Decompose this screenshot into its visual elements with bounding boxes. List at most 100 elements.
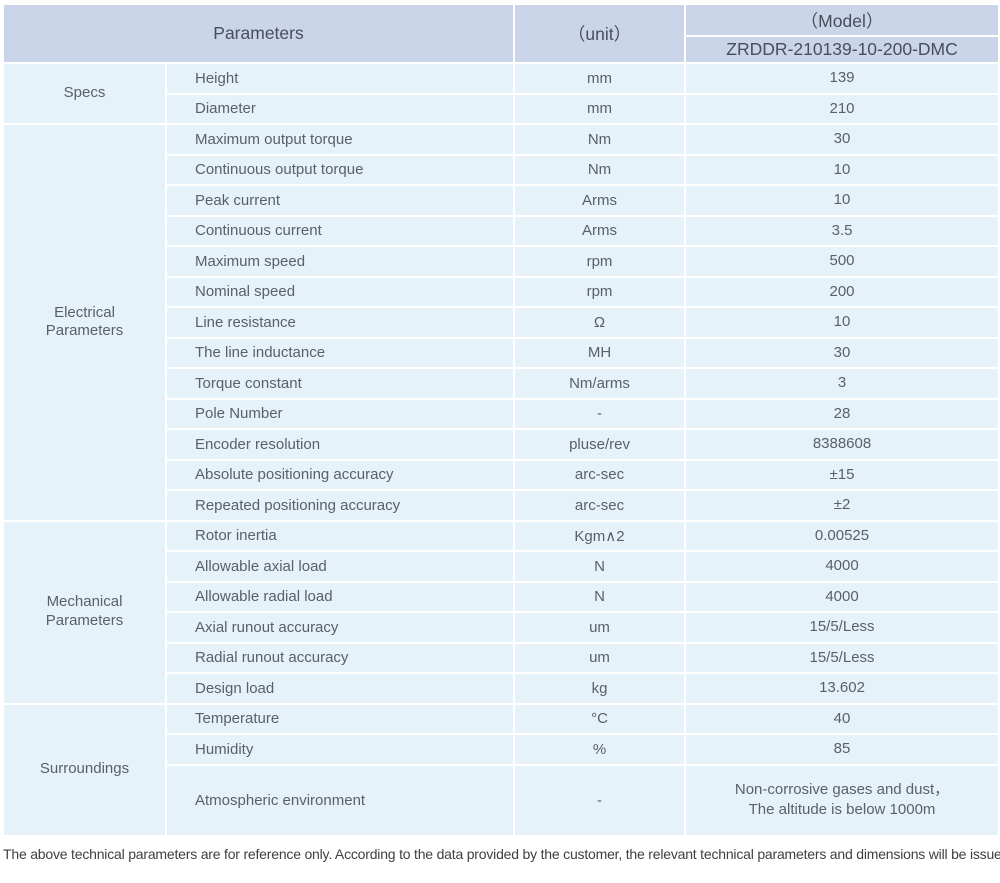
parameter-name: Continuous output torque: [164, 153, 516, 186]
unit-value: Nm: [513, 153, 687, 186]
table-row: Absolute positioning accuracy arc-sec ±1…: [3, 458, 1000, 491]
model-value: ±15: [684, 458, 1000, 491]
model-value: Non-corrosive gases and dust， The altitu…: [684, 763, 1000, 837]
unit-value: Arms: [513, 184, 687, 217]
parameter-name: Maximum speed: [164, 245, 516, 278]
parameter-name: Humidity: [164, 733, 516, 766]
table-row: Line resistance Ω 10: [3, 306, 1000, 339]
unit-value: °C: [513, 702, 687, 735]
model-value: 4000: [684, 550, 1000, 583]
unit-value: MH: [513, 336, 687, 369]
table-row: Axial runout accuracy um 15/5/Less: [3, 611, 1000, 644]
table-body: Specs Height mm 139 Diameter mm 210 Elect…: [2, 62, 1000, 837]
table-row: Atmospheric environment - Non-corrosive …: [3, 763, 1000, 837]
table-row: Design load kg 13.602: [3, 672, 1000, 705]
unit-value: Nm/arms: [513, 367, 687, 400]
table-row: Mechanical Parameters Rotor inertia Kgm∧2…: [2, 519, 1000, 705]
parameter-name: Pole Number: [164, 397, 516, 430]
unit-value: -: [513, 397, 687, 430]
model-value: 85: [684, 733, 1000, 766]
table-row: The line inductance MH 30: [3, 336, 1000, 369]
parameter-name: Torque constant: [164, 367, 516, 400]
header-row: Parameters （unit） （Model）: [1, 3, 1000, 64]
parameter-name: The line inductance: [164, 336, 516, 369]
unit-value: rpm: [513, 245, 687, 278]
model-number: ZRDDR-210139-10-200-DMC: [684, 35, 1000, 64]
table-row: Specs Height mm 139: [2, 62, 1000, 125]
model-value: 10: [684, 184, 1000, 217]
parameter-name: Absolute positioning accuracy: [164, 458, 516, 491]
model-number-row: ZRDDR-210139-10-200-DMC: [3, 35, 1000, 64]
model-value: 4000: [684, 580, 1000, 613]
parameter-name: Continuous current: [164, 214, 516, 247]
unit-value: kg: [513, 672, 687, 705]
model-value: 10: [684, 306, 1000, 339]
unit-value: rpm: [513, 275, 687, 308]
parameter-name: Atmospheric environment: [164, 763, 516, 837]
group-cell: Mechanical Parameters: [2, 519, 167, 705]
model-value: 8388608: [684, 428, 1000, 461]
table-row: Encoder resolution pluse/rev 8388608: [3, 428, 1000, 461]
parameter-name: Allowable radial load: [164, 580, 516, 613]
model-value: 15/5/Less: [684, 611, 1000, 644]
table-row: Torque constant Nm/arms 3: [3, 367, 1000, 400]
unit-value: N: [513, 580, 687, 613]
model-value: 30: [684, 336, 1000, 369]
parameter-name: Radial runout accuracy: [164, 641, 516, 674]
table-row: Allowable radial load N 4000: [3, 580, 1000, 613]
model-header: （Model）: [684, 3, 1000, 37]
unit-value: Nm: [513, 123, 687, 156]
table-row: Continuous current Arms 3.5: [3, 214, 1000, 247]
parameter-name: Height: [164, 62, 516, 95]
model-value: 40: [684, 702, 1000, 735]
model-value: 3.5: [684, 214, 1000, 247]
spec-sheet: Parameters （unit） （Model） ZRDDR-210139-1…: [1, 3, 1000, 862]
unit-value: Ω: [513, 306, 687, 339]
table-row: Humidity % 85: [3, 733, 1000, 766]
table-row: Radial runout accuracy um 15/5/Less: [3, 641, 1000, 674]
spec-table: Parameters （unit） （Model） ZRDDR-210139-1…: [1, 3, 1000, 837]
table-row: Electrical Parameters Maximum output torq…: [2, 123, 1000, 522]
group-cell: Specs: [2, 62, 167, 125]
unit-value: -: [513, 763, 687, 837]
unit-value: Kgm∧2: [513, 519, 687, 552]
parameter-name: Peak current: [164, 184, 516, 217]
table-row: Diameter mm 210: [3, 92, 1000, 125]
model-value: 500: [684, 245, 1000, 278]
model-value: 13.602: [684, 672, 1000, 705]
table-row: Peak current Arms 10: [3, 184, 1000, 217]
parameter-name: Axial runout accuracy: [164, 611, 516, 644]
unit-value: pluse/rev: [513, 428, 687, 461]
table-header: Parameters （unit） （Model） ZRDDR-210139-1…: [1, 3, 1000, 64]
group-cell: Electrical Parameters: [2, 123, 167, 522]
unit-value: Arms: [513, 214, 687, 247]
model-value: 3: [684, 367, 1000, 400]
unit-value: N: [513, 550, 687, 583]
model-value: 15/5/Less: [684, 641, 1000, 674]
unit-value: um: [513, 611, 687, 644]
parameter-name: Allowable axial load: [164, 550, 516, 583]
parameter-name: Maximum output torque: [164, 123, 516, 156]
model-value: 0.00525: [684, 519, 1000, 552]
table-row: Repeated positioning accuracy arc-sec ±2: [3, 489, 1000, 522]
model-value: 30: [684, 123, 1000, 156]
parameter-name: Repeated positioning accuracy: [164, 489, 516, 522]
unit-value: arc-sec: [513, 489, 687, 522]
model-value: 200: [684, 275, 1000, 308]
parameter-name: Design load: [164, 672, 516, 705]
unit-value: arc-sec: [513, 458, 687, 491]
parameter-name: Nominal speed: [164, 275, 516, 308]
model-value: 210: [684, 92, 1000, 125]
model-value: 139: [684, 62, 1000, 95]
model-value: 28: [684, 397, 1000, 430]
table-row: Maximum speed rpm 500: [3, 245, 1000, 278]
group-cell: Surroundings: [2, 702, 167, 837]
unit-value: %: [513, 733, 687, 766]
table-row: Continuous output torque Nm 10: [3, 153, 1000, 186]
parameter-name: Line resistance: [164, 306, 516, 339]
unit-value: mm: [513, 62, 687, 95]
table-row: Surroundings Temperature °C 40: [2, 702, 1000, 837]
unit-header: （unit）: [513, 3, 687, 64]
parameter-name: Temperature: [164, 702, 516, 735]
model-value: 10: [684, 153, 1000, 186]
